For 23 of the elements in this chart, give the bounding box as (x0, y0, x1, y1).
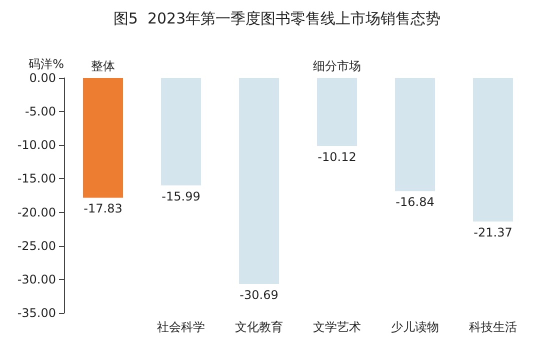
x-tick-label: 社会科学 (157, 320, 205, 334)
data-label: -10.12 (318, 150, 356, 164)
data-label: -17.83 (84, 202, 122, 216)
chart-title: 图5 2023年第一季度图书零售线上市场销售态势 (113, 10, 441, 28)
data-label: -16.84 (396, 195, 434, 210)
x-tick-label: 科技生活 (469, 320, 517, 334)
y-tick-label: -10.00 (17, 138, 56, 152)
x-tick-label: 文化教育 (235, 320, 283, 334)
text: 细分市场 (313, 59, 361, 73)
y-tick-label: -25.00 (17, 238, 56, 253)
y-tick-label: -35.00 (17, 306, 56, 320)
y-tick-label: -30.00 (17, 272, 56, 286)
x-tick-label: 文学艺术 (313, 320, 361, 334)
y-tick-label: -15.00 (17, 172, 56, 186)
data-label: -15.99 (162, 189, 200, 204)
data-label: -21.37 (474, 225, 512, 240)
y-tick-label: 0.00 (29, 71, 56, 85)
y-tick-label: -5.00 (24, 104, 56, 119)
data-label: -30.69 (240, 288, 278, 302)
x-tick-label: 少儿读物 (391, 320, 439, 334)
text: 整体 (91, 59, 115, 73)
y-axis-title: 码洋% (28, 57, 64, 71)
y-tick-label: -20.00 (17, 205, 56, 220)
